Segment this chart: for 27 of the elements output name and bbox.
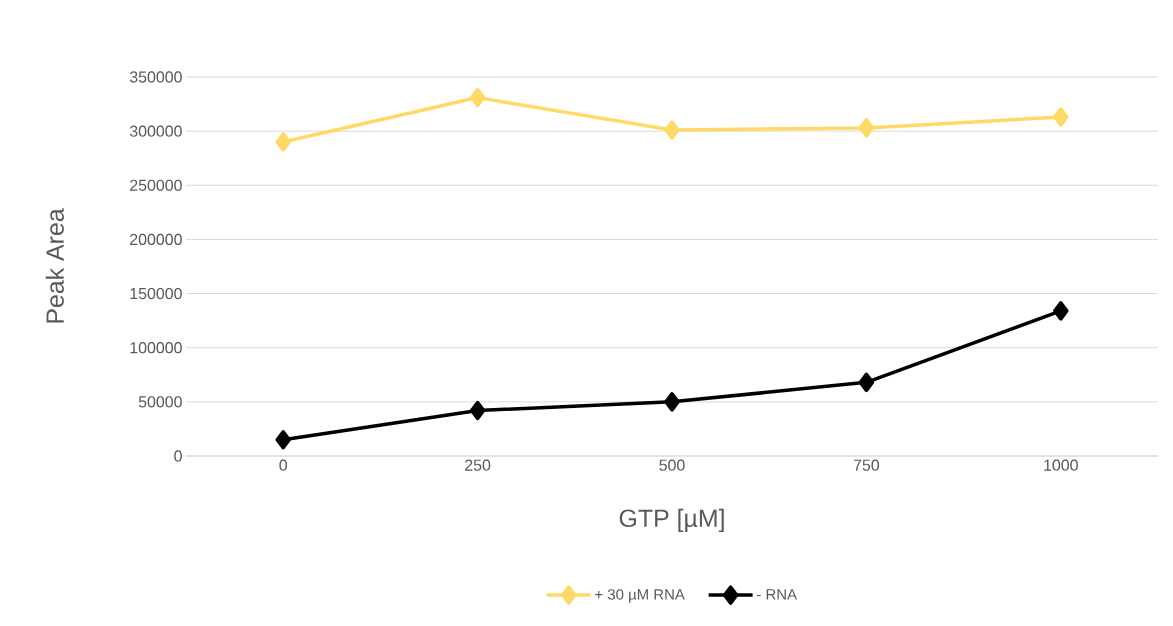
y-tick-label: 100000 — [130, 342, 182, 354]
point — [469, 87, 486, 108]
y-tick-label: 50000 — [138, 396, 182, 408]
point — [664, 392, 680, 412]
y-tick-label: 200000 — [130, 233, 182, 246]
x-tick-label: 750 — [853, 459, 880, 471]
point — [1053, 301, 1069, 321]
x-tick-label: 0 — [279, 459, 287, 471]
y-tick-label: 0 — [174, 450, 182, 462]
x-tick-label: 500 — [659, 459, 685, 471]
y-tick-label: 150000 — [130, 287, 182, 300]
point — [858, 372, 875, 393]
x-axis-title: GTP [µM] — [619, 508, 724, 533]
y-tick-label: 300000 — [129, 125, 182, 137]
point — [275, 132, 291, 152]
point — [469, 400, 486, 421]
point — [1053, 107, 1069, 127]
y-tick-label: 350000 — [129, 71, 182, 83]
y-axis-title: Peak Area — [45, 208, 64, 323]
legend-label: + 30 µM RNA — [595, 589, 685, 603]
legend-label: - RNA — [757, 589, 797, 600]
point — [664, 120, 680, 140]
y-tick-label: 250000 — [130, 179, 182, 191]
x-tick-label: 1000 — [1044, 459, 1078, 471]
point — [858, 118, 875, 138]
point — [275, 430, 291, 450]
x-tick-label: 250 — [465, 459, 491, 471]
